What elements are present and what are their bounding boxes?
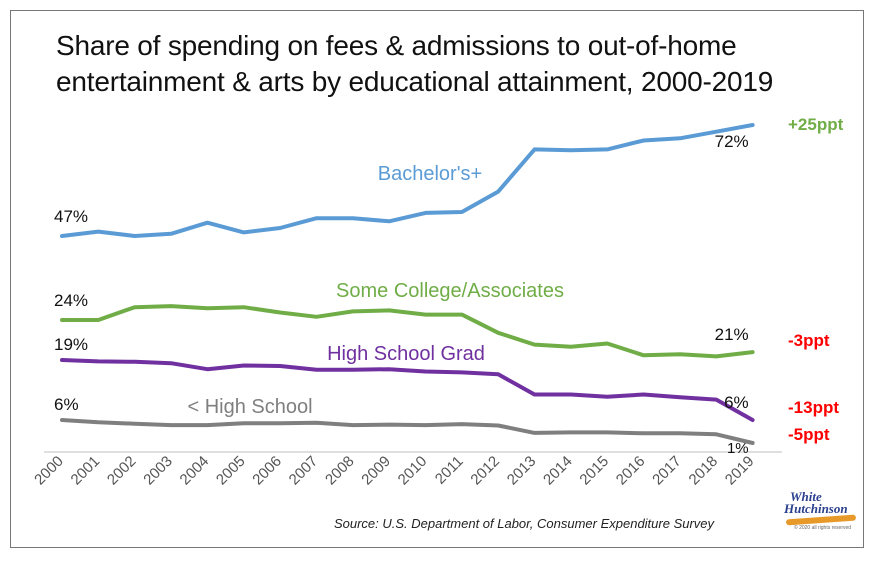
series-label-high-school-grad: High School Grad bbox=[327, 343, 485, 365]
series-layer bbox=[60, 123, 755, 445]
x-tick-label: 2019 bbox=[722, 453, 758, 489]
source-note: Source: U.S. Department of Labor, Consum… bbox=[334, 516, 716, 531]
logo-text-line-1: White bbox=[790, 489, 822, 504]
series-line-high-school-grad bbox=[60, 358, 755, 422]
x-tick-label: 2012 bbox=[467, 453, 503, 489]
x-tick-label: 2010 bbox=[395, 453, 431, 489]
logo-copyright: © 2020 all rights reserved bbox=[794, 525, 852, 531]
x-tick-label: 2011 bbox=[432, 453, 467, 488]
x-tick-label: 2005 bbox=[213, 453, 249, 489]
logo-ribbon bbox=[785, 514, 857, 526]
series-label-some-college-associates: Some College/Associates bbox=[336, 280, 564, 302]
end-value-label: 1% bbox=[727, 440, 749, 457]
chart-title: Share of spending on fees & admissions t… bbox=[56, 28, 846, 100]
x-tick-label: 2008 bbox=[322, 453, 358, 489]
chart-title-line-1: Share of spending on fees & admissions t… bbox=[56, 30, 737, 61]
change-label-high-school-grad: -13ppt bbox=[788, 398, 839, 417]
chart-frame bbox=[10, 10, 864, 548]
x-tick-label: 2013 bbox=[504, 453, 540, 489]
start-value-label: 47% bbox=[54, 207, 88, 226]
end-value-label: 21% bbox=[715, 325, 749, 344]
start-value-label: 6% bbox=[54, 395, 79, 414]
change-label-bachelor-s: +25ppt bbox=[788, 115, 844, 134]
x-tick-label: 2000 bbox=[31, 453, 67, 489]
logo-text-line-2: Hutchinson bbox=[784, 501, 848, 516]
end-value-label: 6% bbox=[724, 393, 749, 412]
white-hutchinson-logo: White Hutchinson © 2020 all rights reser… bbox=[784, 488, 860, 532]
x-tick-label: 2006 bbox=[249, 453, 285, 489]
start-value-label: 19% bbox=[54, 335, 88, 354]
change-label-high-school: -5ppt bbox=[788, 425, 830, 444]
x-tick-label: 2014 bbox=[540, 453, 576, 489]
series-label-high-school: < High School bbox=[187, 396, 312, 418]
chart-title-line-2: entertainment & arts by educational atta… bbox=[56, 66, 774, 97]
end-value-label: 72% bbox=[715, 132, 749, 151]
x-tick-label: 2018 bbox=[686, 453, 722, 489]
change-label-some-college-associates: -3ppt bbox=[788, 331, 830, 350]
series-line-high-school bbox=[60, 418, 755, 445]
x-tick-label: 2016 bbox=[613, 453, 649, 489]
x-tick-label: 2001 bbox=[68, 453, 104, 489]
series-label-bachelor-s: Bachelor's+ bbox=[378, 163, 482, 185]
series-line-bachelor-s bbox=[60, 123, 755, 238]
x-tick-label: 2003 bbox=[140, 453, 176, 489]
label-layer: Bachelor's+ 47% 72% +25ppt Some College/Asso… bbox=[54, 115, 844, 457]
x-tick-label: 2002 bbox=[104, 453, 140, 489]
x-axis: 2000 2001 2002 2003 2004 2005 2006 2007 2008 2009… bbox=[31, 451, 782, 489]
x-tick-label: 2009 bbox=[358, 453, 394, 489]
x-tick-label: 2017 bbox=[649, 453, 685, 489]
x-tick-label: 2004 bbox=[177, 453, 213, 489]
start-value-label: 24% bbox=[54, 291, 88, 310]
series-line-some-college-associates bbox=[60, 304, 755, 359]
x-tick-label: 2015 bbox=[576, 453, 612, 489]
x-tick-label: 2007 bbox=[286, 453, 322, 489]
